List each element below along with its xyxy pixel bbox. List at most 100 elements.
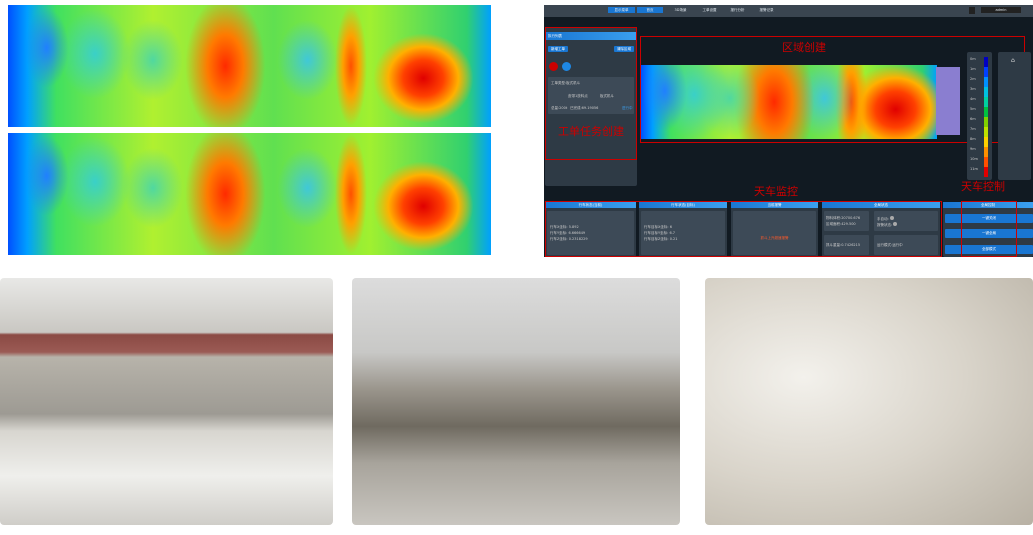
legend-label: 8m [970,137,976,141]
panel-title: 行车状态(目标) [639,202,727,208]
new-order-button[interactable]: 新增工单 [548,46,568,52]
task-done: 已完成:69.19056 [570,106,599,110]
nav-menu[interactable]: 显示菜单 [608,7,635,13]
refresh-button[interactable] [562,62,571,71]
nav-3d[interactable]: 3D场景 [674,8,687,12]
user-badge[interactable]: admin [981,7,1021,13]
nav-alarms[interactable]: 报警记录 [759,8,774,12]
annotation-box [545,201,942,257]
legend-label: 11m [970,167,978,171]
legend-swatch [984,87,988,97]
nav-analysis[interactable]: 报行分析 [730,8,745,12]
top-bar: 显示菜单 首页 3D场景 工单设置 报行分析 报警记录 admin [544,5,1033,17]
y-label: 行车Y坐标: [550,231,568,235]
legend-label: 5m [970,107,976,111]
legend-swatch [984,107,988,117]
control-button-3[interactable]: 全部模式 [945,245,1033,254]
legend-label: 0m [970,57,976,61]
y-value: 6.7 [669,231,676,235]
x-label: 行车目标X坐标: [644,225,669,229]
grab-value: 0.7426215 [841,243,861,247]
panel-title: 执行列表 [545,32,637,40]
annotation-area-create: 区域创建 [782,41,826,54]
control-button-1[interactable]: 一键关闭 [945,214,1033,223]
annotation-box [545,27,637,160]
current-status-panel: 行车状态(当前) 行车X坐标: 5.892 行车Y坐标: 6.666649 行车… [545,202,636,257]
legend-label: 9m [970,147,976,151]
task-weight: 总量:200t [551,106,568,110]
y-value: 6.666649 [568,231,586,235]
legend-swatch [984,157,988,167]
z-value: 0.21 [669,237,678,241]
heatmap-top [8,5,491,127]
legend-swatch [984,97,988,107]
z-value: 0.2318229 [568,237,588,241]
x-value: 6 [669,225,672,229]
x-label: 行车X坐标: [550,225,568,229]
area-value: 429.500 [841,222,856,226]
panel-title: 行车状态(当前) [545,202,636,208]
z-label: 行车目标Z坐标: [644,237,669,241]
global-status-panel: 全局状态 物料体积:20700.676 区域面积:429.500 手自动: 报警… [822,202,940,257]
photo-overhead-crane [0,278,333,525]
alarm-indicator [893,222,898,226]
grab-card: 抓斗重量:0.7426215 [824,235,869,255]
bell-icon[interactable] [969,7,975,14]
mode-card: 手自动: 报警状态: [874,211,938,231]
legend-label: 2m [970,77,976,81]
legend-swatch [984,77,988,87]
legend-label: 6m [970,117,976,121]
auto-indicator [889,216,894,220]
status-card: 行车目标X坐标: 6 行车目标Y坐标: 6.7 行车目标Z坐标: 0.21 [641,211,725,255]
side-panel: ⌂ [998,52,1031,180]
annotation-crane-control: 天车控制 [961,180,1005,193]
alarm-state-label: 报警状态: [877,223,893,227]
y-label: 行车目标Y坐标: [644,231,669,235]
auto-label: 手自动: [877,217,889,221]
grab-label: 抓斗重量: [826,243,842,247]
nav-home[interactable]: 首页 [637,7,663,13]
legend-label: 7m [970,127,976,131]
panel-title: 当前报警 [731,202,818,208]
legend-swatch [984,127,988,137]
alarm-card: 抓斗上升超速报警 [733,211,816,255]
volume-card: 物料体积:20700.676 区域面积:429.500 [824,211,869,231]
task-card[interactable]: 工单类型:板式机斗 皮带1放料点 板式机斗 总量:200t 已完成:69.190… [548,77,634,114]
route-to: 板式机斗 [600,94,614,98]
photo-crane-equipment [352,278,680,525]
stockyard-heatmap[interactable] [641,65,937,139]
route-from: 皮带1放料点 [568,94,588,98]
crane-dashboard: 显示菜单 首页 3D场景 工单设置 报行分析 报警记录 admin 执行列表 新… [544,5,1033,257]
legend-label: 4m [970,97,976,101]
legend-label: 3m [970,87,976,91]
crane-icon[interactable]: ⌂ [1011,57,1015,64]
legend-swatch [984,137,988,147]
legend-swatch [984,67,988,77]
panel-title: 全局状态 [822,202,940,208]
control-button-2[interactable]: 一键全扇 [945,229,1033,238]
legend-swatch [984,167,988,177]
legend-label: 1m [970,67,976,71]
global-control-panel: 全局控制 一键关闭 一键全扇 全部模式 [943,202,1033,257]
run-value: 运行中 [892,243,903,247]
z-label: 行车Z坐标: [550,237,568,241]
clear-area-button[interactable]: 清除区域 [614,46,634,52]
task-title: 工单类型:板式机斗 [551,81,581,85]
annotation-crane-monitor: 天车监控 [754,185,798,198]
volume-value: 20700.676 [841,216,861,220]
legend-swatch [984,57,988,67]
x-value: 5.892 [568,225,579,229]
alarm-panel: 当前报警 抓斗上升超速报警 [731,202,818,257]
heatmap-bottom [8,133,491,255]
task-status: 进行中 [622,106,633,110]
volume-label: 物料体积: [826,216,842,220]
status-card: 行车X坐标: 5.892 行车Y坐标: 6.666649 行车Z坐标: 0.23… [547,211,634,255]
annotation-box [961,201,1017,257]
height-legend: 0m 1m 2m 3m 4m 5m 6m 7m 8m 9m 10m 11m [967,52,992,180]
nav-orders[interactable]: 工单设置 [702,8,717,12]
photo-powder-pile [705,278,1033,525]
legend-swatch [984,147,988,157]
run-label: 运行模式: [877,243,893,247]
run-card: 运行模式:运行中 [874,235,938,255]
pause-button[interactable] [549,62,558,71]
